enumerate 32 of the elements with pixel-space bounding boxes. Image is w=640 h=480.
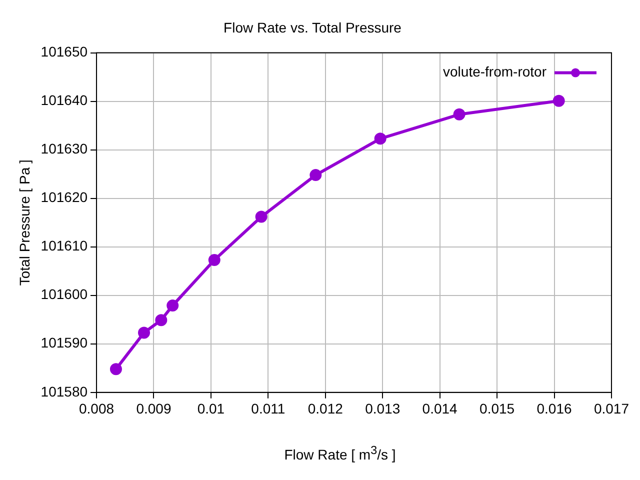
x-tick-label: 0.014 [422,400,458,417]
point [453,108,466,120]
x-tick-label: 0.017 [594,400,630,417]
point [374,132,386,145]
point [255,210,268,223]
y-tick-label: 101580 [40,383,88,400]
x-tick-label: 0.011 [251,400,286,417]
y-tick-label: 101600 [40,286,88,302]
y-tick-label: 101650 [40,44,88,60]
x-tick-label: 0.012 [308,400,344,417]
y-tick-label: 101590 [40,334,88,351]
y-tick-label: 101620 [40,189,88,206]
x-tick-label: 0.015 [480,400,515,417]
y-tick-label: 101640 [40,92,88,108]
x-axis-title: Flow Rate [ m$^{3}$/s ] [283,444,397,463]
chart-title: Flow Rate vs. Total Pressure [224,19,402,36]
y-axis-title: Total Pressure [ Pa ] [16,160,32,286]
x-tick-label: 0.008 [78,400,114,417]
y-tick-label: 101630 [40,140,88,157]
x-tick-label: 0.013 [365,400,400,417]
point [110,363,122,376]
x-tick-label: 0.016 [536,400,572,417]
x-tick-label: 0.01 [197,400,225,417]
y-tick-label: 101610 [40,238,88,254]
x-tick-label: 0.009 [136,400,172,417]
point [155,314,168,326]
legend-label: volute-from-rotor [443,64,547,80]
point [166,300,179,312]
point [552,94,565,107]
point [138,326,150,339]
point [310,169,322,182]
point [208,254,220,266]
